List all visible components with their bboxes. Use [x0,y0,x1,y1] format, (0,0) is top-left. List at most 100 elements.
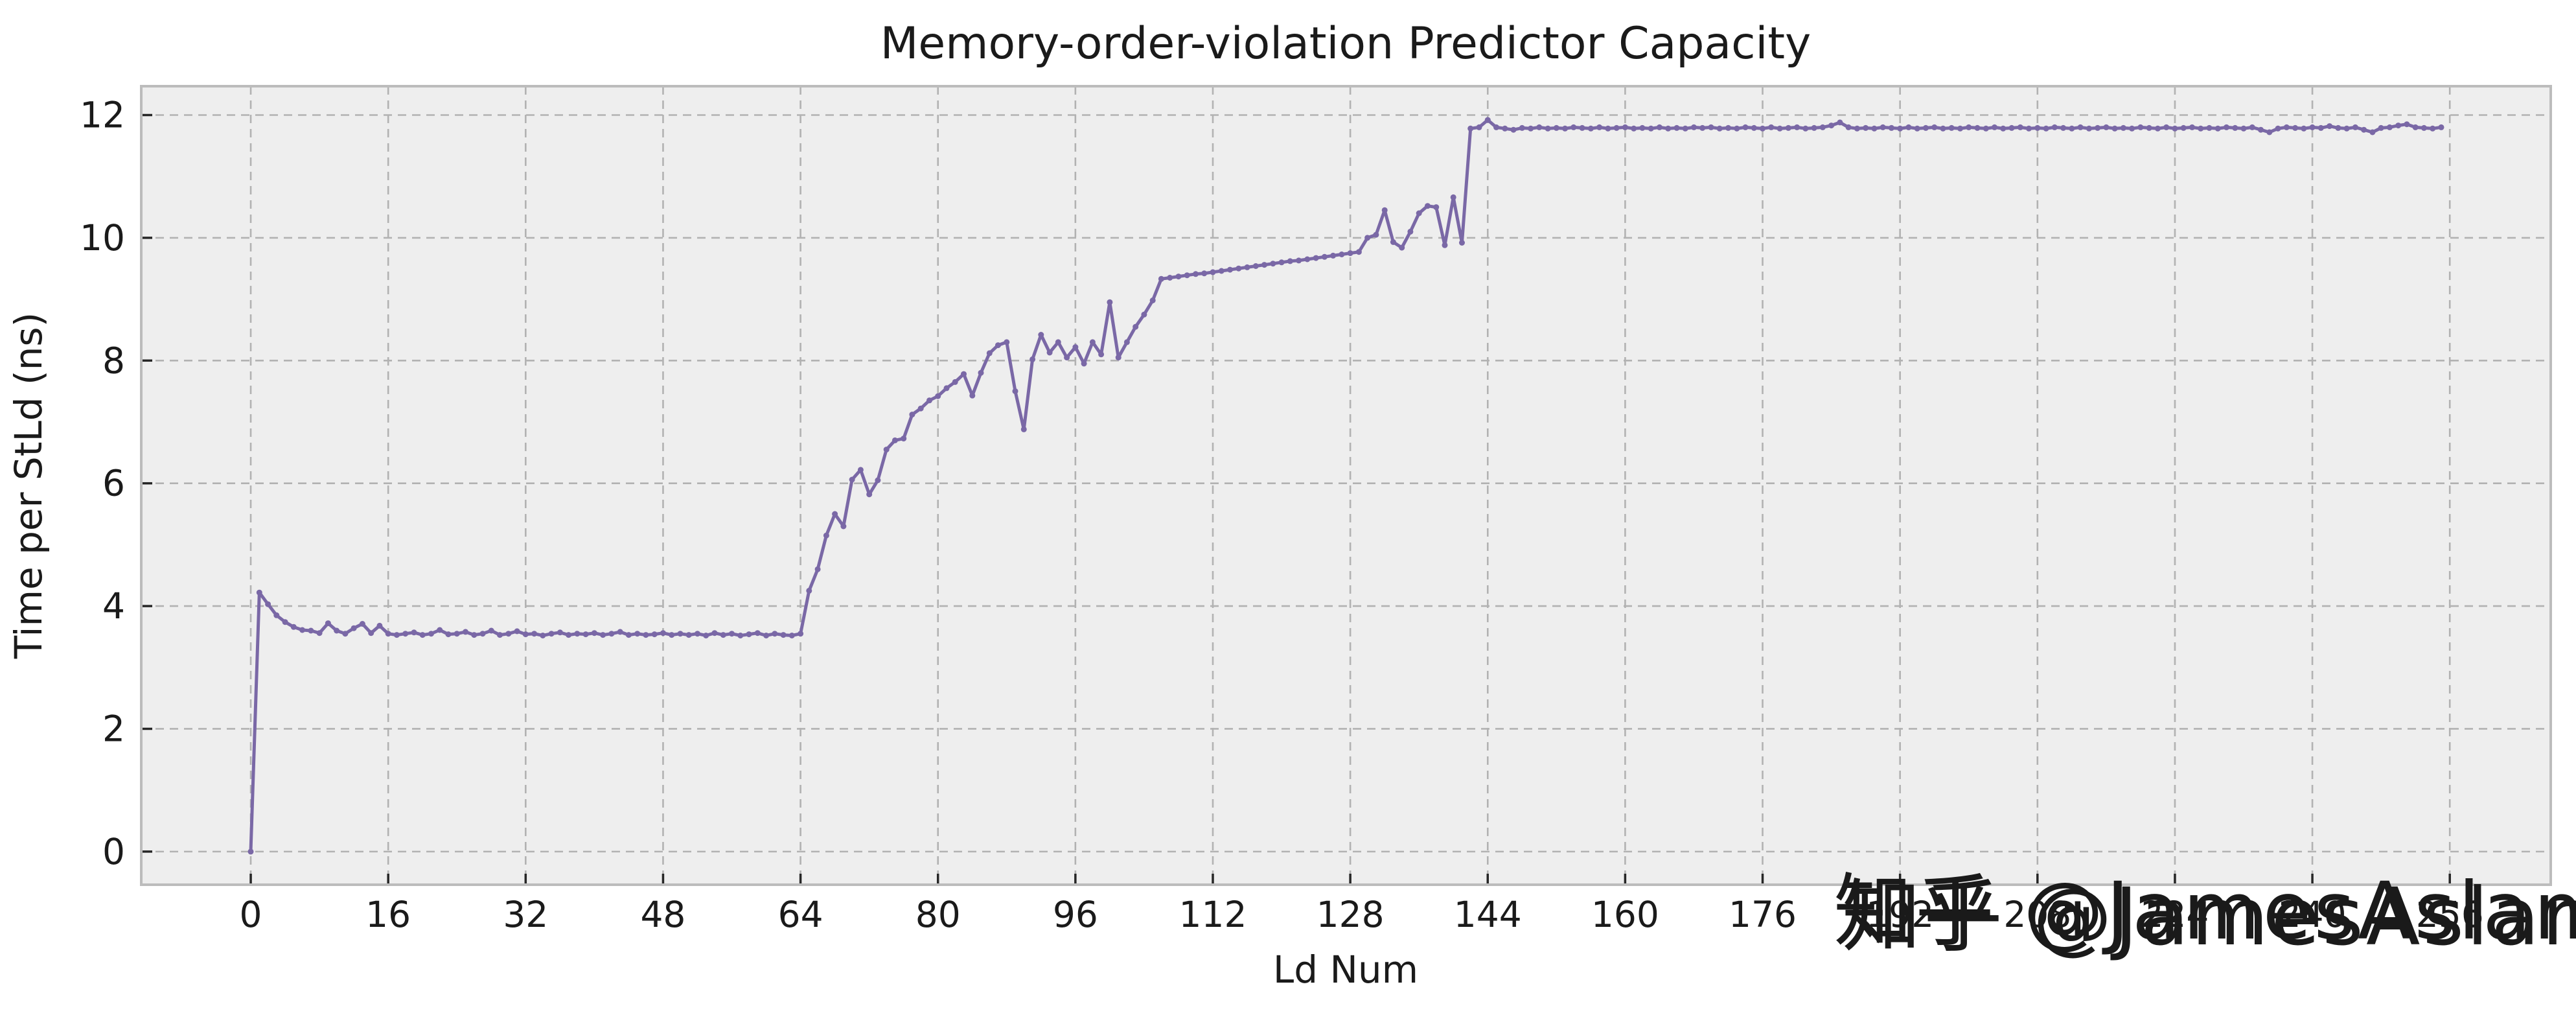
data-point-marker [832,511,838,517]
data-point-marker [2111,125,2118,132]
data-point-marker [2258,126,2264,133]
data-point-marker [2146,124,2152,131]
data-point-marker [2060,124,2067,131]
data-point-marker [1922,124,1929,131]
data-point-marker [2026,125,2032,132]
data-point-marker [411,629,417,636]
data-point-marker [1347,250,1353,257]
data-point-marker [1115,355,1121,361]
data-point-marker [1708,124,1714,130]
data-point-marker [1467,125,1474,132]
gridlines [141,86,2551,885]
data-point-marker [1442,242,1448,248]
data-point-marker [1760,125,1765,132]
data-point-marker [961,371,967,377]
data-point-marker [1957,125,1963,132]
data-point-marker [840,523,847,530]
data-point-marker [1631,125,1637,132]
x-tick-label: 16 [365,894,411,935]
y-tick-label: 4 [102,585,125,627]
data-point-marker [1123,339,1130,345]
data-point-marker [746,631,752,638]
data-point-marker [1828,122,1835,129]
data-point-marker [754,630,761,636]
data-point-marker [763,633,770,638]
data-point-marker [2249,124,2255,130]
data-point-marker [540,633,546,638]
data-point-marker [875,477,881,484]
data-point-marker [780,632,787,638]
data-point-marker [1476,124,1482,130]
data-point-marker [986,350,993,356]
data-point-marker [1931,124,1938,130]
data-point-marker [1639,124,1646,131]
data-point-marker [866,491,873,498]
data-point-marker [1536,124,1543,130]
data-point-marker [1218,268,1225,274]
data-point-marker [2438,124,2444,130]
data-point-marker [1046,349,1053,356]
data-point-marker [823,532,829,539]
x-tick-label: 240 [2279,894,2347,935]
data-point-marker [2180,124,2187,131]
data-point-marker [1802,125,1809,132]
data-point-marker [1081,360,1087,367]
data-point-marker [1107,299,1113,305]
data-point-marker [1863,124,1869,131]
data-point-marker [308,627,314,634]
x-tick-label: 160 [1591,894,1659,935]
plot-line [249,118,2443,854]
data-point-marker [1012,388,1018,395]
data-point-marker [703,633,709,638]
data-point-marker [2034,124,2041,131]
data-point-marker [557,629,563,636]
data-point-marker [351,625,357,631]
data-point-marker [1364,235,1371,241]
data-point-marker [1622,124,1628,130]
data-point-marker [1210,269,1216,275]
data-point-marker [299,627,306,633]
data-point-marker [393,632,400,638]
data-point-marker [1691,124,1697,130]
data-point-marker [2301,125,2307,132]
data-point-marker [342,631,349,637]
data-point-marker [1278,259,1285,266]
data-point-marker [1330,252,1337,259]
data-point-marker [1871,125,1878,132]
data-point-marker [1055,339,1061,345]
data-point-marker [917,405,924,412]
data-point-marker [1785,124,1791,131]
data-point-marker [463,629,468,635]
data-point-marker [1777,125,1783,132]
data-point-marker [282,619,288,625]
data-point-marker [1098,351,1105,358]
data-point-marker [1570,124,1577,130]
data-point-marker [1416,210,1422,216]
data-point-marker [1133,323,1139,330]
tick-marks [143,113,2451,883]
data-point-marker [2232,124,2238,131]
data-point-marker [1587,125,1594,132]
data-point-marker [695,631,700,637]
data-point-marker [1261,262,1267,268]
data-point-marker [1605,125,1611,132]
x-tick-label: 224 [2141,894,2209,935]
data-point-marker [1940,125,1946,132]
data-point-marker [2369,129,2376,135]
data-point-marker [814,566,821,572]
data-point-marker [454,631,460,637]
data-point-marker [334,627,340,634]
data-point-marker [1227,266,1233,273]
data-point-marker [1072,344,1079,350]
data-point-marker [591,630,597,636]
data-point-marker [1699,124,1706,131]
data-point-marker [419,632,426,638]
data-point-marker [2224,124,2229,130]
data-point-marker [677,631,684,637]
data-point-marker [368,630,374,636]
data-point-marker [1974,124,1981,131]
data-point-marker [2292,124,2299,131]
data-point-marker [849,476,855,483]
data-point-marker [2051,124,2058,130]
data-point-marker [1304,256,1311,262]
